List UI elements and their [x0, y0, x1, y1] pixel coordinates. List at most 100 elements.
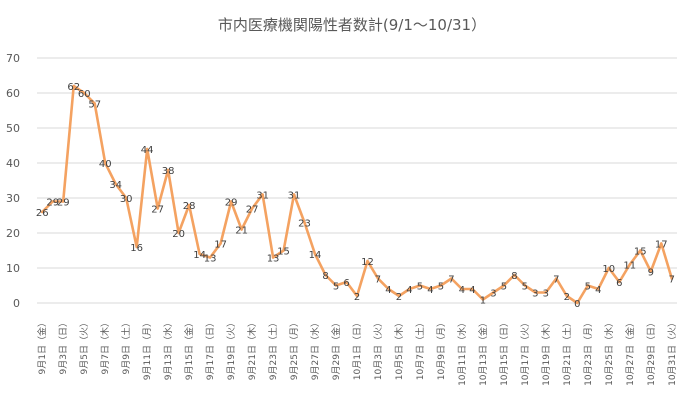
data-point — [93, 102, 96, 105]
data-point — [271, 256, 275, 259]
data-label: 11 — [623, 261, 636, 272]
x-tick-label: 10月1日（日） — [352, 318, 363, 380]
x-tick-label: 9月7日（木） — [99, 318, 111, 374]
data-point — [366, 259, 369, 263]
data-label: 0 — [574, 299, 580, 310]
data-point — [586, 284, 590, 287]
data-label: 2 — [564, 292, 570, 303]
x-tick-label: 10月9日（月） — [436, 318, 447, 380]
data-point — [408, 287, 411, 291]
x-tick-label: 9月1日（金） — [36, 318, 48, 374]
y-tick-label: 0 — [13, 297, 20, 310]
data-point — [418, 284, 422, 287]
data-point — [156, 207, 159, 210]
data-label: 4 — [469, 285, 475, 296]
x-tick-label: 9月27日（水） — [309, 318, 321, 380]
data-point — [135, 245, 138, 249]
data-label: 31 — [288, 191, 301, 202]
x-tick-label: 9月23日（土） — [267, 318, 279, 380]
y-tick-label: 70 — [6, 52, 20, 65]
y-tick-label: 50 — [6, 122, 20, 135]
data-point — [51, 200, 54, 203]
data-point — [492, 291, 495, 294]
data-label: 57 — [88, 100, 101, 111]
x-tick-label: 10月29日（日） — [646, 318, 657, 386]
gridlines — [37, 57, 677, 304]
data-point — [313, 252, 317, 256]
data-point — [324, 273, 327, 277]
data-point — [187, 203, 191, 207]
data-label: 60 — [78, 89, 91, 100]
data-label: 8 — [322, 271, 328, 282]
data-label: 27 — [246, 205, 259, 216]
data-label: 5 — [522, 282, 528, 293]
data-label: 20 — [172, 229, 185, 240]
data-point — [198, 252, 201, 256]
data-point — [481, 298, 485, 301]
y-tick-label: 30 — [6, 192, 20, 205]
data-point — [439, 284, 443, 287]
data-point — [460, 287, 464, 291]
data-label: 4 — [459, 285, 465, 296]
data-label: 1 — [480, 296, 486, 307]
data-label: 6 — [343, 278, 349, 289]
data-point — [303, 221, 306, 224]
data-point — [397, 294, 401, 298]
data-label: 5 — [417, 282, 423, 293]
data-point — [229, 200, 233, 203]
data-label: 62 — [67, 82, 80, 93]
data-point — [471, 287, 474, 291]
y-tick-label: 40 — [6, 157, 20, 170]
data-label: 4 — [385, 285, 391, 296]
data-point — [513, 273, 516, 277]
data-label: 3 — [543, 289, 549, 300]
data-label: 26 — [36, 208, 49, 219]
data-label: 16 — [130, 243, 143, 254]
data-label: 30 — [120, 194, 133, 205]
data-point — [534, 291, 537, 294]
y-tick-label: 20 — [6, 227, 20, 240]
data-point — [292, 193, 296, 196]
data-point — [670, 277, 673, 280]
data-point — [72, 84, 75, 88]
data-point — [62, 200, 65, 203]
data-point — [376, 277, 380, 280]
x-tick-label: 10月27日（金） — [624, 318, 636, 386]
x-tick-label: 9月25日（月） — [289, 318, 300, 380]
x-tick-label: 10月11日（水） — [456, 318, 468, 386]
data-label: 5 — [438, 282, 444, 293]
data-point — [114, 182, 117, 186]
data-point — [628, 263, 631, 266]
data-label: 15 — [277, 247, 290, 258]
data-label: 7 — [553, 275, 559, 286]
data-label: 38 — [162, 166, 175, 177]
data-point — [240, 228, 243, 231]
data-point — [250, 207, 254, 210]
data-label: 40 — [99, 159, 112, 170]
x-tick-label: 10月17日（火） — [520, 318, 531, 386]
data-label: 14 — [309, 250, 322, 261]
data-point — [124, 196, 128, 200]
y-axis-ticks: 0 10 20 30 40 50 60 70 — [6, 52, 20, 310]
data-label: 4 — [406, 285, 412, 296]
data-label: 21 — [235, 226, 248, 237]
x-tick-label: 10月5日（木） — [393, 318, 405, 380]
data-label: 23 — [298, 219, 311, 230]
data-label: 7 — [669, 275, 675, 286]
data-point — [208, 256, 212, 259]
data-label: 2 — [396, 292, 402, 303]
data-point — [544, 291, 548, 294]
data-label: 12 — [361, 257, 374, 268]
data-point — [618, 280, 621, 284]
data-point — [597, 287, 600, 291]
data-label: 17 — [214, 240, 227, 251]
data-label: 2 — [354, 292, 360, 303]
data-point — [261, 193, 264, 196]
data-point — [639, 249, 642, 252]
data-point — [83, 91, 86, 95]
data-point — [576, 301, 579, 305]
data-point — [660, 242, 663, 245]
data-point — [429, 287, 432, 291]
data-label: 34 — [109, 180, 122, 191]
